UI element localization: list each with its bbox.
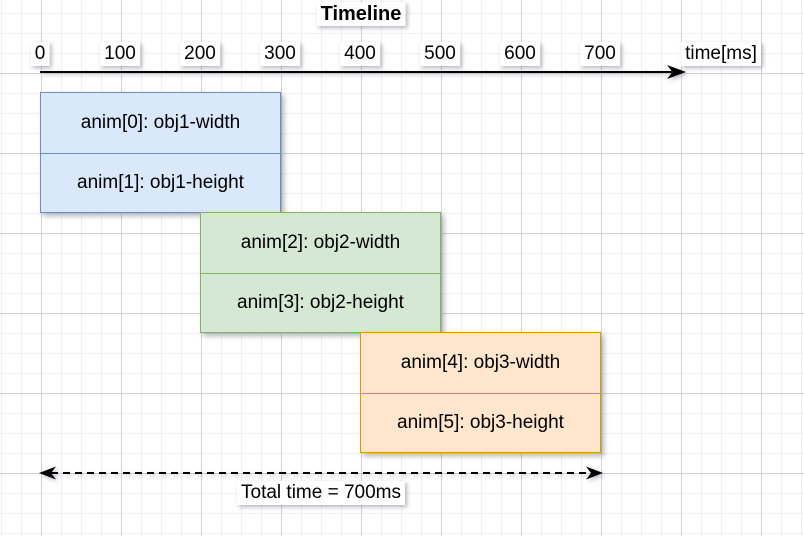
axis-tick-600: 600 xyxy=(500,42,540,66)
left-arrowhead-icon xyxy=(39,466,56,480)
anim-bar-2-label: anim[2]: obj2-width xyxy=(240,231,401,253)
anim-bar-4: anim[4]: obj3-width xyxy=(361,333,600,393)
anim-bar-4-label: anim[4]: obj3-width xyxy=(400,351,561,373)
anim-bar-1: anim[1]: obj1-height xyxy=(41,152,280,213)
right-arrowhead-icon xyxy=(586,466,603,480)
track-obj1: anim[0]: obj1-width anim[1]: obj1-height xyxy=(40,92,281,213)
anim-bar-0: anim[0]: obj1-width xyxy=(41,93,280,153)
axis-tick-700: 700 xyxy=(580,42,620,66)
axis-arrowhead-icon xyxy=(667,65,686,79)
axis-tick-0: 0 xyxy=(30,42,50,66)
axis-tick-300: 300 xyxy=(260,42,300,66)
anim-bar-5-label: anim[5]: obj3-height xyxy=(397,411,564,433)
track-obj3: anim[4]: obj3-width anim[5]: obj3-height xyxy=(360,332,601,453)
total-time-label: Total time = 700ms xyxy=(237,481,405,505)
axis-tick-100: 100 xyxy=(100,42,140,66)
anim-bar-0-label: anim[0]: obj1-width xyxy=(80,111,241,133)
axis-unit-label: time[ms] xyxy=(681,42,761,66)
diagram-title: Timeline xyxy=(316,2,406,26)
axis-tick-500: 500 xyxy=(420,42,460,66)
axis-tick-200: 200 xyxy=(180,42,220,66)
axis-tick-400: 400 xyxy=(340,42,380,66)
anim-bar-3-label: anim[3]: obj2-height xyxy=(237,291,404,313)
track-obj2: anim[2]: obj2-width anim[3]: obj2-height xyxy=(200,212,441,333)
anim-bar-1-label: anim[1]: obj1-height xyxy=(77,171,244,193)
total-time-arrow xyxy=(39,466,603,480)
anim-bar-2: anim[2]: obj2-width xyxy=(201,213,440,273)
time-axis-arrow xyxy=(40,65,686,79)
anim-bar-3: anim[3]: obj2-height xyxy=(201,272,440,333)
anim-bar-5: anim[5]: obj3-height xyxy=(361,392,600,453)
